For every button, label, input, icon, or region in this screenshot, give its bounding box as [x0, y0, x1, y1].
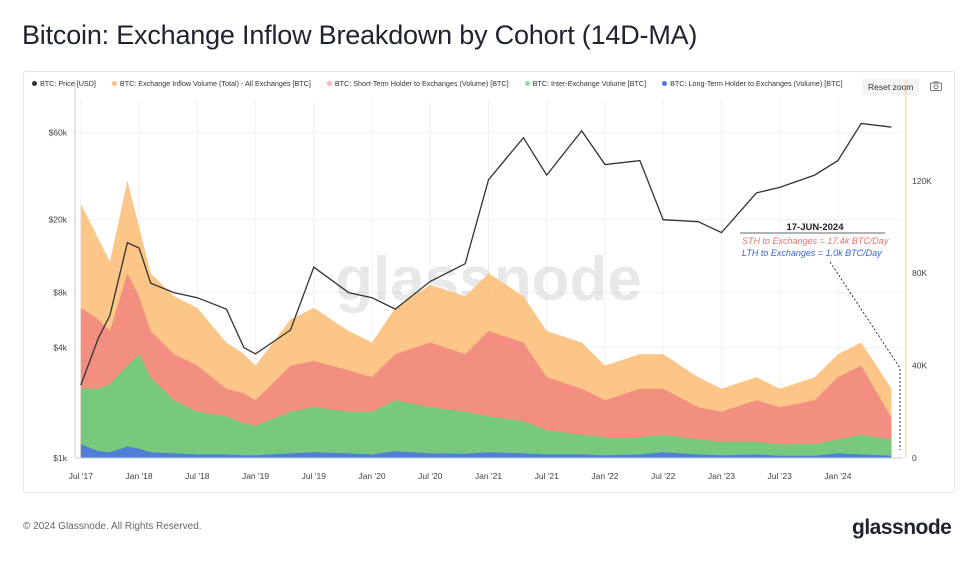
legend-item-price[interactable]: BTC: Price [USD]: [32, 79, 96, 88]
legend-dot-lth: [662, 81, 668, 86]
legend-item-total[interactable]: BTC: Exchange Inflow Volume (Total) - Al…: [111, 79, 311, 88]
legend-label-inter: BTC: Inter-Exchange Volume [BTC]: [532, 79, 647, 88]
series-area-sth: [80, 273, 892, 458]
x-tick-9: Jan '22: [591, 471, 618, 481]
annotation-sth: STH to Exchanges = 17.4k BTC/Day: [742, 236, 889, 246]
legend-label-lth: BTC: Long-Term Holder to Exchanges (Volu…: [670, 79, 843, 88]
annotation-date: 17-JUN-2024: [786, 222, 844, 233]
y-right-tick-3: 120K: [912, 176, 932, 186]
series-area-inter: [80, 354, 892, 458]
legend-label-price: BTC: Price [USD]: [40, 79, 96, 88]
x-tick-6: Jul '20: [418, 471, 443, 481]
brand-logo: glassnode: [852, 516, 952, 539]
legend-dot-sth: [326, 81, 332, 86]
page-title: Bitcoin: Exchange Inflow Breakdown by Co…: [22, 20, 698, 50]
legend-item-inter[interactable]: BTC: Inter-Exchange Volume [BTC]: [524, 79, 647, 88]
copyright-footer: © 2024 Glassnode. All Rights Reserved.: [23, 521, 202, 532]
x-tick-1: Jan '18: [125, 471, 152, 481]
x-tick-2: Jul '18: [185, 471, 210, 481]
legend-dot-total: [111, 81, 117, 86]
series-line-price: [80, 122, 892, 386]
legend-item-sth[interactable]: BTC: Short-Term Holder to Exchanges (Vol…: [326, 79, 509, 88]
legend-label-sth: BTC: Short-Term Holder to Exchanges (Vol…: [334, 79, 509, 88]
x-tick-4: Jul '19: [302, 471, 327, 481]
legend-dot-inter: [524, 81, 530, 86]
reset-zoom-button[interactable]: Reset zoom: [862, 79, 920, 95]
camera-icon[interactable]: [930, 81, 942, 91]
y-right-tick-0: 0: [912, 453, 917, 463]
x-tick-3: Jan '19: [242, 471, 269, 481]
legend-item-lth[interactable]: BTC: Long-Term Holder to Exchanges (Volu…: [662, 79, 843, 88]
x-tick-0: Jul '17: [69, 471, 94, 481]
legend-dot-price: [32, 81, 37, 86]
x-tick-7: Jan '21: [475, 471, 502, 481]
y-left-tick-0: $1k: [53, 453, 67, 463]
annotation-lth: LTH to Exchanges = 1.0k BTC/Day: [742, 248, 882, 258]
y-left-tick-1: $4k: [53, 343, 67, 353]
y-left-tick-2: $8k: [53, 288, 67, 298]
x-tick-10: Jul '22: [651, 471, 676, 481]
chart-legend: BTC: Price [USD] BTC: Exchange Inflow Vo…: [32, 79, 843, 88]
y-left-tick-3: $20k: [49, 215, 68, 225]
annotation-leader: [829, 261, 901, 450]
x-tick-13: Jan '24: [824, 471, 851, 481]
x-tick-8: Jul '21: [535, 471, 560, 481]
legend-label-total: BTC: Exchange Inflow Volume (Total) - Al…: [119, 79, 311, 88]
x-tick-12: Jul '23: [768, 471, 793, 481]
y-left-tick-4: $60k: [49, 127, 68, 137]
x-tick-5: Jan '20: [358, 471, 385, 481]
series-area-lth: [80, 444, 892, 458]
y-right-tick-1: 40K: [912, 361, 927, 371]
x-tick-11: Jan '23: [708, 471, 735, 481]
y-right-tick-2: 80K: [912, 268, 927, 278]
